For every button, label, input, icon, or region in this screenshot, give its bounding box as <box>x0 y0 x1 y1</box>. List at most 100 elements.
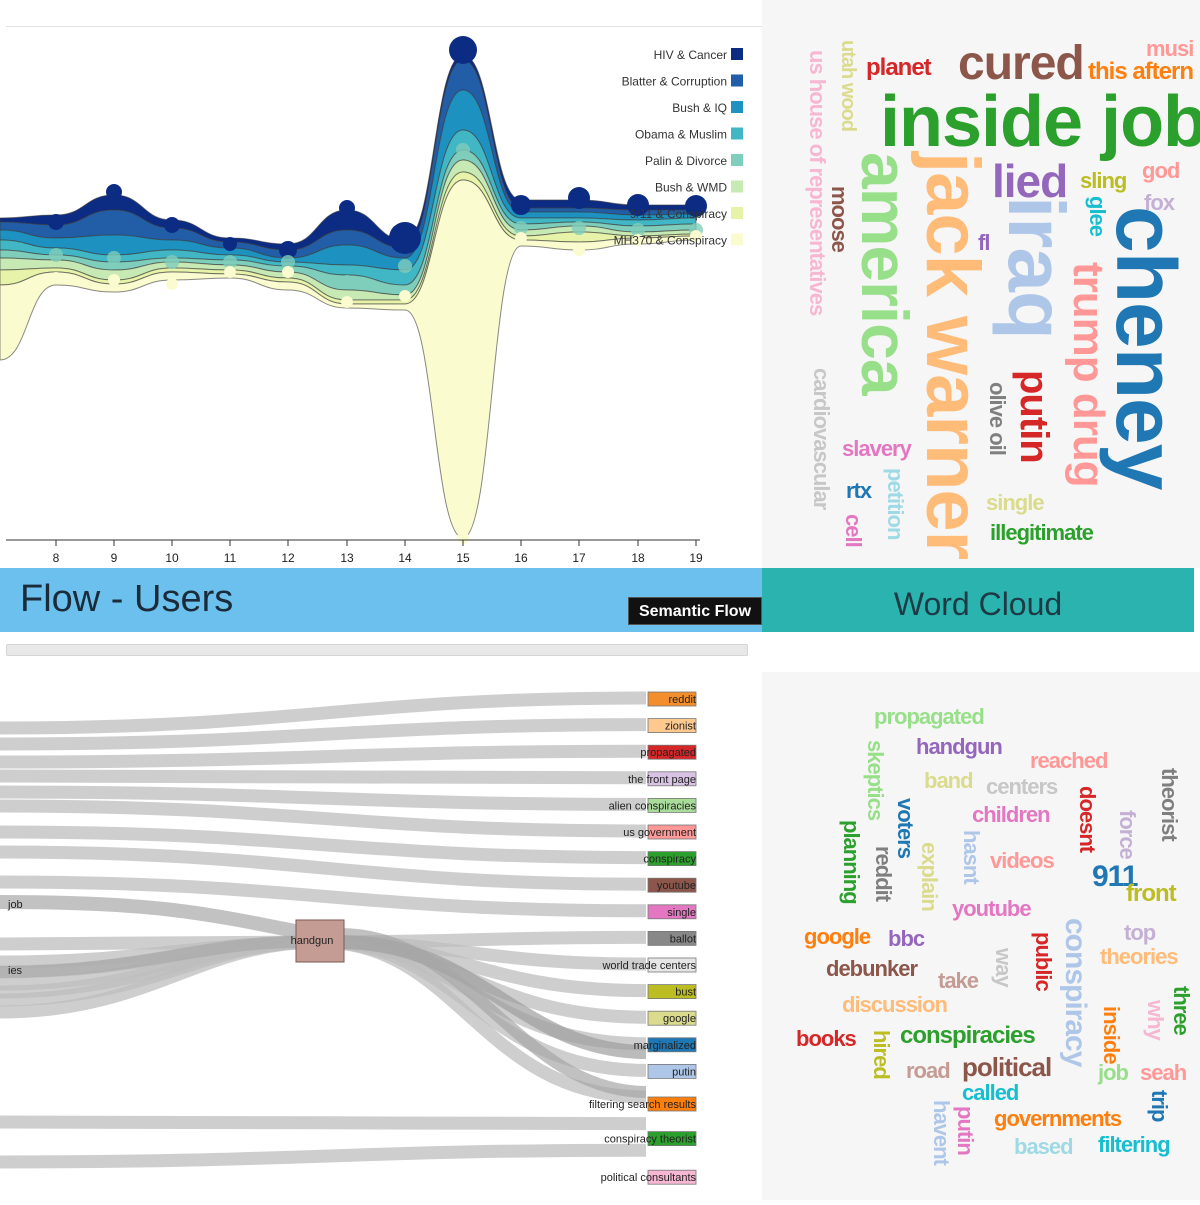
semantic-flow-button[interactable]: Semantic Flow <box>628 597 762 625</box>
legend-swatch[interactable] <box>731 74 743 87</box>
flow-ribbon[interactable] <box>0 875 647 918</box>
word-cloud-term[interactable]: called <box>962 1080 1019 1105</box>
flow-target-node[interactable] <box>647 744 697 760</box>
peak-marker[interactable] <box>339 200 355 216</box>
low-marker[interactable] <box>50 272 62 284</box>
low-marker[interactable] <box>515 232 527 244</box>
word-cloud-term[interactable]: slavery <box>842 436 912 461</box>
word-cloud-term[interactable]: filtering <box>1098 1132 1171 1157</box>
mid-marker[interactable] <box>456 143 470 157</box>
word-cloud-term[interactable]: discussion <box>842 992 948 1017</box>
mid-marker[interactable] <box>223 255 237 269</box>
word-cloud-term[interactable]: explain <box>917 842 942 911</box>
word-cloud-term[interactable]: moose <box>827 186 852 252</box>
word-cloud-term[interactable]: fox <box>1144 190 1175 215</box>
word-cloud-term[interactable]: conspiracies <box>900 1022 1036 1049</box>
flow-node-handgun[interactable] <box>295 919 345 963</box>
word-cloud-term[interactable]: inside <box>1099 1006 1124 1064</box>
word-cloud-term[interactable]: 911 <box>1092 860 1138 893</box>
peak-marker[interactable] <box>48 214 64 230</box>
low-marker[interactable] <box>224 266 236 278</box>
word-cloud-term[interactable]: skeptics <box>863 740 888 821</box>
peak-marker[interactable] <box>449 36 477 64</box>
flow-ribbon[interactable] <box>0 785 647 811</box>
word-cloud-term[interactable]: voters <box>893 798 918 859</box>
word-cloud-term[interactable]: band <box>924 768 974 793</box>
low-marker[interactable] <box>632 234 644 246</box>
word-cloud-term[interactable]: cheney <box>1099 206 1193 490</box>
flow-target-node[interactable] <box>647 824 697 840</box>
word-cloud-term[interactable]: hasnt <box>959 830 984 884</box>
word-cloud-term[interactable]: lied <box>992 155 1068 207</box>
flow-target-node[interactable] <box>647 851 697 867</box>
low-marker[interactable] <box>282 266 294 278</box>
flow-ribbon[interactable] <box>0 825 647 865</box>
flow-ribbon[interactable] <box>339 928 647 1098</box>
mid-marker[interactable] <box>49 248 63 262</box>
word-cloud-term[interactable]: road <box>906 1058 951 1083</box>
word-cloud-term[interactable]: rtx <box>846 478 872 503</box>
flow-ribbon[interactable] <box>0 1143 647 1169</box>
flow-target-node[interactable] <box>647 904 697 920</box>
word-cloud-term[interactable]: single <box>986 490 1045 515</box>
word-cloud-term[interactable]: utah wood <box>837 40 859 131</box>
word-cloud-term[interactable]: musi <box>1146 36 1194 61</box>
streamgraph-chart[interactable]: 8 9 10 11 12 13 14 15 16 17 18 19 HIV & Cancer Blatte… <box>0 0 762 568</box>
flow-target-node[interactable] <box>647 1010 697 1026</box>
word-cloud-term[interactable]: top <box>1124 920 1156 945</box>
mid-marker[interactable] <box>340 275 354 289</box>
word-cloud-term[interactable]: inside job <box>880 82 1200 162</box>
word-cloud-term[interactable]: way <box>991 948 1016 987</box>
word-cloud-term[interactable]: doesnt <box>1075 786 1100 853</box>
flow-target-node[interactable] <box>647 771 697 787</box>
word-cloud-term[interactable]: force <box>1115 810 1140 859</box>
word-cloud-term[interactable]: fl <box>978 230 990 255</box>
word-cloud-term[interactable]: america <box>848 152 922 395</box>
legend-swatch[interactable] <box>731 233 743 246</box>
word-cloud-term[interactable]: olive oil <box>985 382 1010 455</box>
word-cloud-term[interactable]: front <box>1126 880 1177 907</box>
word-cloud-term[interactable]: hired <box>869 1030 894 1079</box>
mid-marker[interactable] <box>514 221 528 235</box>
word-cloud-term[interactable]: conspiracy <box>1059 918 1092 1067</box>
mid-marker[interactable] <box>281 255 295 269</box>
word-cloud-term[interactable]: havent <box>929 1100 954 1165</box>
peak-marker[interactable] <box>279 241 297 259</box>
flow-target-node[interactable] <box>647 798 697 813</box>
flow-target-node[interactable] <box>647 1096 697 1112</box>
word-cloud-term[interactable]: google <box>804 924 871 949</box>
word-cloud-term[interactable]: cardiovascular <box>809 368 834 510</box>
flow-target-node[interactable] <box>647 1169 697 1185</box>
flow-target-node[interactable] <box>647 877 697 893</box>
flow-target-node[interactable] <box>647 1063 697 1079</box>
flow-target-node[interactable] <box>647 957 697 973</box>
flow-ribbon[interactable] <box>0 799 647 838</box>
word-cloud-term[interactable]: take <box>938 968 979 993</box>
word-cloud-term[interactable]: governments <box>994 1106 1122 1131</box>
word-cloud-term[interactable]: petition <box>883 468 908 540</box>
word-cloud-term[interactable]: sling <box>1080 168 1127 193</box>
flow-ribbon[interactable] <box>0 718 647 751</box>
flow-ribbon[interactable] <box>0 895 302 939</box>
word-cloud-term[interactable]: bbc <box>888 926 925 951</box>
word-cloud-term[interactable]: videos <box>990 848 1055 873</box>
word-cloud-term[interactable]: trump drug <box>1064 262 1113 487</box>
flow-ribbon[interactable] <box>0 744 647 769</box>
flow-ribbon[interactable] <box>0 691 647 735</box>
word-cloud-term[interactable]: theories <box>1100 944 1179 969</box>
low-marker[interactable] <box>457 532 469 544</box>
word-cloud-term[interactable]: theorist <box>1157 768 1182 841</box>
flow-ribbon[interactable] <box>0 1115 647 1131</box>
mid-marker[interactable] <box>631 223 645 237</box>
peak-marker[interactable] <box>389 222 421 254</box>
legend-swatch[interactable] <box>731 207 743 219</box>
word-cloud-term[interactable]: trip <box>1147 1090 1172 1122</box>
legend-swatch[interactable] <box>731 48 743 60</box>
word-cloud-term[interactable]: public <box>1031 932 1056 991</box>
peak-marker[interactable] <box>685 195 707 217</box>
peak-marker[interactable] <box>627 194 649 216</box>
word-cloud-term[interactable]: debunker <box>826 956 918 981</box>
flow-ribbon[interactable] <box>0 769 647 785</box>
word-cloud-term[interactable]: children <box>972 802 1051 827</box>
word-cloud-term[interactable]: youtube <box>952 896 1032 921</box>
